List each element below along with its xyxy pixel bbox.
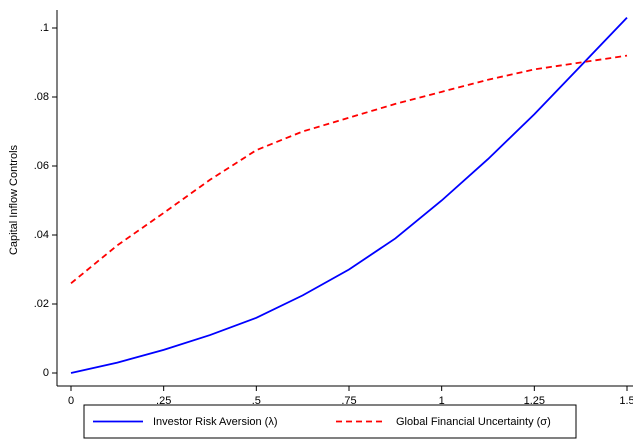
- x-tick-label: 1.25: [524, 395, 545, 407]
- legend-box: [83, 404, 577, 439]
- y-tick-label: .04: [34, 229, 49, 241]
- legend-label: Investor Risk Aversion (λ): [153, 416, 278, 428]
- x-tick-label: .5: [252, 395, 261, 407]
- series-line: [70, 17, 628, 374]
- series-line: [70, 54, 628, 284]
- x-tick-label: 1: [439, 395, 445, 407]
- x-tick-label: 1.5: [619, 395, 633, 407]
- y-tick-label: .06: [34, 160, 49, 172]
- y-tick-label: .1: [40, 22, 49, 34]
- x-tick-label: 0: [68, 395, 74, 407]
- x-tick-label: .75: [341, 395, 356, 407]
- y-axis-label: Capital Inflow Controls: [8, 144, 20, 255]
- x-tick-label: .25: [156, 395, 171, 407]
- y-tick-label: .02: [34, 298, 49, 310]
- legend-label: Global Financial Uncertainty (σ): [396, 416, 551, 428]
- y-tick-label: 0: [43, 367, 49, 379]
- y-tick-label: .08: [34, 91, 49, 103]
